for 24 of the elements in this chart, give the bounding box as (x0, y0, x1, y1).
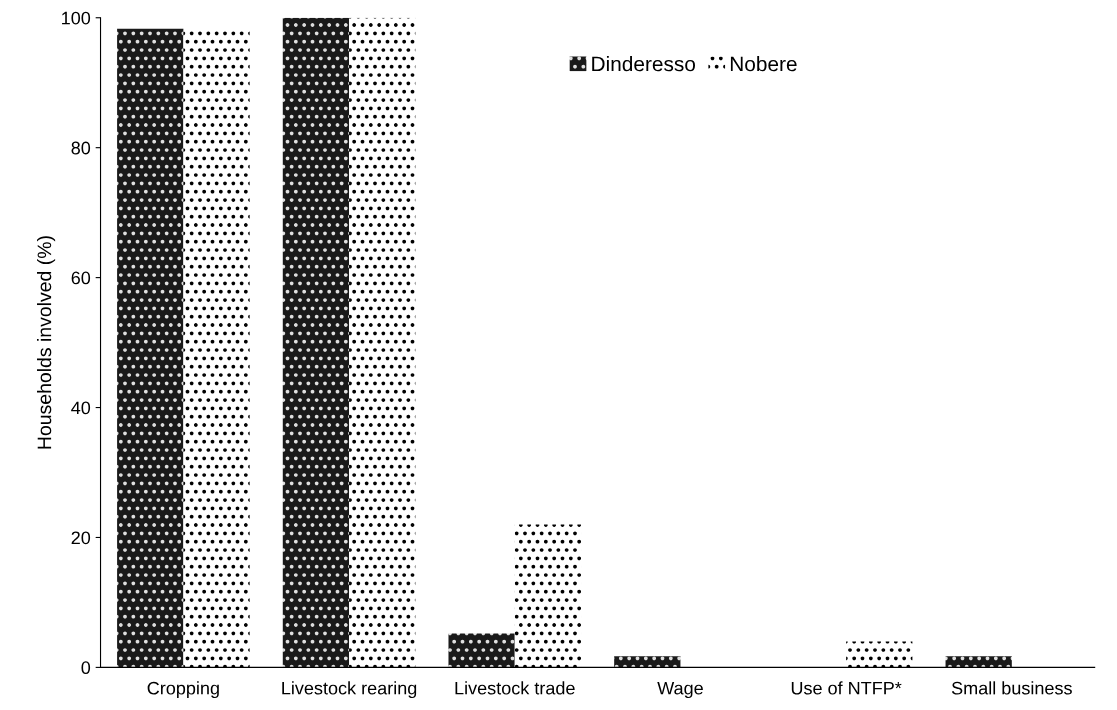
bar (614, 656, 681, 668)
bar (448, 633, 515, 668)
bar (945, 656, 1012, 668)
y-tick-label: 0 (81, 661, 91, 675)
x-tick-label: Livestock rearing (282, 681, 417, 699)
bar (282, 17, 350, 668)
legend-label: Dinderesso (592, 55, 696, 72)
x-tick-label: Use of NTFP* (791, 681, 902, 695)
y-tick-label: 80 (71, 141, 91, 155)
x-tick-label: Livestock trade (455, 681, 575, 695)
x-tick-label: Wage (657, 681, 703, 699)
bar (117, 28, 184, 668)
bar (183, 30, 250, 668)
x-tick-label: Cropping (147, 681, 219, 699)
x-tick-label: Small business (951, 681, 1072, 695)
bar (349, 17, 416, 668)
y-tick-label: 60 (71, 271, 91, 285)
y-axis-title: Households involved (%) (37, 236, 56, 449)
bar (514, 524, 582, 668)
y-tick-label: 40 (71, 401, 91, 415)
y-tick-label: 20 (71, 531, 91, 545)
y-tick-label: 100 (62, 11, 91, 25)
bar (846, 641, 913, 668)
legend-label: Nobere (730, 55, 797, 72)
